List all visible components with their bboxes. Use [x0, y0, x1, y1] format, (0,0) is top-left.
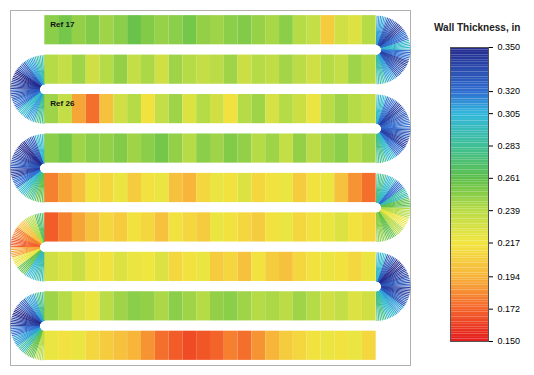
svg-text:0.261: 0.261	[498, 173, 521, 183]
html-text:Wall Thickness, in: Wall Thickness, in	[434, 22, 521, 33]
svg-text:0.320: 0.320	[498, 86, 521, 96]
svg-text:0.150: 0.150	[498, 336, 521, 346]
svg-text:0.305: 0.305	[498, 109, 521, 119]
svg-text:0.217: 0.217	[498, 238, 521, 248]
svg-text:Ref 26: Ref 26	[50, 99, 75, 108]
svg-text:0.172: 0.172	[498, 304, 521, 314]
svg-text:0.350: 0.350	[498, 42, 521, 52]
svg-text:0.283: 0.283	[498, 141, 521, 151]
svg-text:0.239: 0.239	[498, 206, 521, 216]
svg-text:0.194: 0.194	[498, 272, 521, 282]
svg-text:Ref 17: Ref 17	[50, 20, 75, 29]
